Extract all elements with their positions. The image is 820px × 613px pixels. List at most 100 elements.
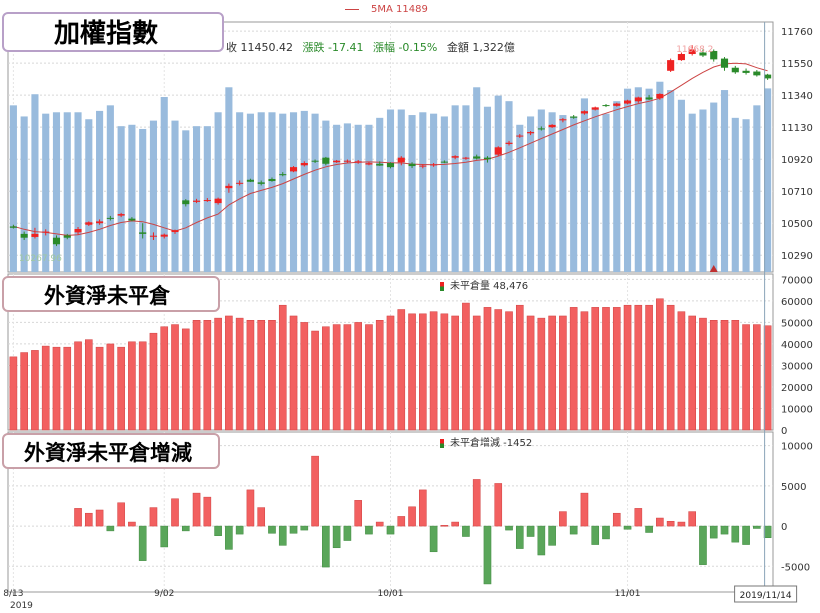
change-bar: [602, 525, 610, 540]
change-bar: [235, 525, 244, 535]
candle-body: [742, 70, 750, 73]
y-tick-label-index: 10920: [781, 155, 813, 166]
title-foreign-oi: 外資淨未平倉: [2, 276, 220, 312]
change-bar: [149, 507, 158, 527]
change-bar: [117, 502, 125, 527]
candle-body: [128, 218, 136, 221]
oi-bar: [612, 307, 621, 431]
volume-bar: [580, 98, 588, 272]
volume-bar: [354, 124, 362, 273]
volume-bar: [516, 124, 524, 273]
volume-bar: [397, 109, 405, 272]
change-bar: [505, 525, 513, 531]
change-bar: [74, 508, 82, 527]
change-bar: [569, 525, 578, 535]
candle-body: [473, 156, 481, 159]
volume-bar: [688, 113, 696, 273]
oi-bar: [9, 356, 18, 431]
x-tick-label: 8/13: [3, 589, 23, 599]
volume-bar: [9, 105, 17, 272]
change-bar: [559, 511, 567, 527]
volume-bar: [74, 112, 82, 273]
index-pct: 漲幅 -0.15%: [372, 41, 438, 54]
candle-body: [279, 174, 287, 176]
y-tick-label-change: 0: [781, 522, 787, 533]
volume-bar: [20, 116, 28, 272]
candle-body: [688, 49, 696, 55]
oi-bar: [699, 317, 707, 431]
oi-bar: [462, 302, 470, 431]
x-tick-label: 10/01: [378, 589, 404, 599]
oi-bar: [31, 350, 39, 431]
candle-body: [9, 226, 17, 228]
y-tick-label-index: 11130: [781, 123, 813, 134]
candle-body: [63, 235, 71, 238]
candle-body: [527, 132, 535, 134]
oi-bar: [246, 320, 255, 431]
volume-bar: [613, 101, 621, 273]
oi-bar: [569, 307, 578, 431]
y-tick-label-index: 10290: [781, 251, 813, 262]
volume-bar: [214, 112, 222, 273]
candle-body: [193, 200, 201, 202]
candle-body: [149, 235, 158, 237]
oi-bar: [645, 304, 653, 431]
oi-bar: [138, 341, 147, 431]
change-bar: [354, 500, 362, 527]
volume-bar: [268, 112, 276, 273]
oi-bar: [278, 304, 287, 431]
candle-body: [677, 54, 685, 61]
volume-bar: [742, 119, 750, 272]
change-bar: [677, 521, 686, 527]
y-tick-label-index: 10710: [781, 187, 813, 198]
change-bar: [343, 525, 352, 541]
change-bar: [720, 525, 729, 535]
change-bar: [278, 525, 287, 546]
oi-bar: [720, 320, 729, 431]
volume-bar: [322, 120, 330, 272]
volume-bar: [139, 128, 147, 272]
oi-bar: [181, 328, 190, 431]
oi-bar: [225, 315, 233, 431]
volume-bar: [527, 116, 535, 272]
candle-body: [74, 229, 82, 233]
oi-bar: [214, 317, 222, 431]
y-tick-label-oi: 10000: [781, 404, 813, 415]
oi-bar: [117, 346, 125, 431]
candle-body: [580, 111, 588, 114]
candle-body: [613, 103, 621, 106]
volume-bar: [386, 109, 395, 272]
cursor-date-label: 2019/11/14: [740, 591, 792, 601]
volume-bar: [376, 117, 384, 272]
oi-bar: [397, 309, 406, 431]
candle-body: [462, 157, 470, 159]
oi-bar: [85, 339, 93, 431]
candle-body: [731, 67, 739, 73]
candle-body: [537, 128, 545, 130]
oi-bar: [688, 315, 696, 431]
x-year-label: 2019: [10, 601, 33, 611]
volume-bar: [343, 123, 351, 272]
change-bar: [171, 498, 179, 527]
candle-body: [559, 119, 567, 121]
change-bar: [246, 489, 255, 527]
y-tick-label-index: 11340: [781, 91, 813, 102]
change-bar: [537, 525, 546, 556]
volume-bar: [462, 105, 470, 272]
oi-bar: [375, 320, 384, 431]
change-bar: [656, 517, 664, 527]
oi-bar: [634, 304, 643, 431]
volume-bar: [31, 94, 39, 272]
candle-body: [764, 74, 772, 79]
change-bar: [645, 525, 653, 533]
oi-bar: [419, 313, 427, 431]
volume-bar: [149, 120, 158, 272]
volume-bar: [656, 81, 664, 272]
candle-body: [85, 222, 93, 225]
oi-bar: [440, 313, 449, 431]
volume-bar: [720, 90, 729, 272]
volume-bar: [257, 112, 265, 273]
oi-bar: [623, 304, 632, 431]
candle-body: [20, 233, 28, 238]
oi-bar: [494, 309, 503, 431]
